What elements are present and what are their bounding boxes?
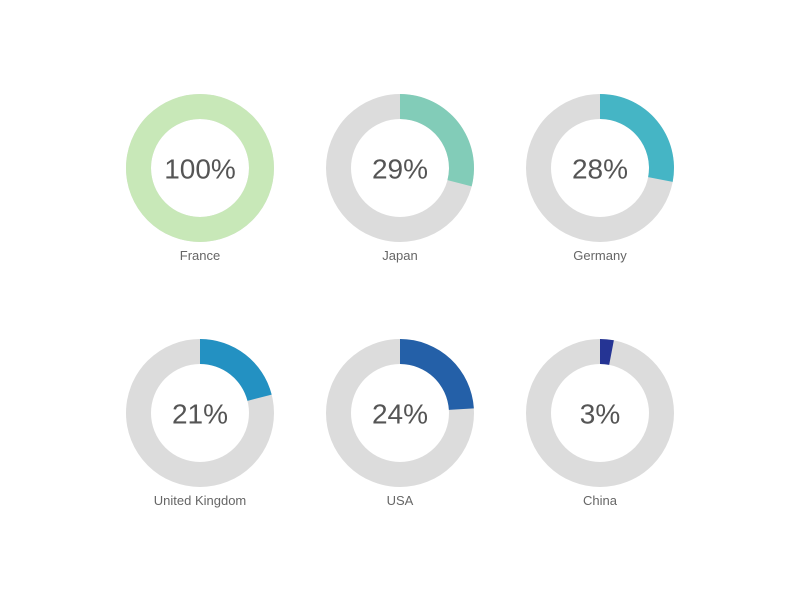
donut-value-arc (200, 339, 272, 401)
donut-value-arc (600, 339, 614, 365)
donut-category-label: USA (387, 493, 414, 508)
donut-china: 3% China (526, 339, 674, 508)
donut-value-arc (400, 94, 474, 187)
donut-germany: 28% Germany (526, 94, 674, 263)
donut-category-label: France (180, 248, 220, 263)
donut-category-label: China (583, 493, 618, 508)
donut-france: 100% France (126, 94, 274, 263)
donut-value-label: 100% (164, 154, 236, 185)
donut-value-arc (400, 339, 474, 410)
donut-category-label: Germany (573, 248, 627, 263)
donut-usa: 24% USA (326, 339, 474, 508)
donut-category-label: Japan (382, 248, 417, 263)
donut-united-kingdom: 21% United Kingdom (126, 339, 274, 508)
donut-japan: 29% Japan (326, 94, 474, 263)
donut-category-label: United Kingdom (154, 493, 247, 508)
donut-value-label: 28% (572, 154, 628, 185)
donut-value-label: 21% (172, 399, 228, 430)
donut-value-arc (126, 94, 274, 242)
donut-value-label: 29% (372, 154, 428, 185)
donut-value-label: 3% (580, 399, 620, 430)
donut-value-label: 24% (372, 399, 428, 430)
donut-value-arc (600, 94, 674, 182)
